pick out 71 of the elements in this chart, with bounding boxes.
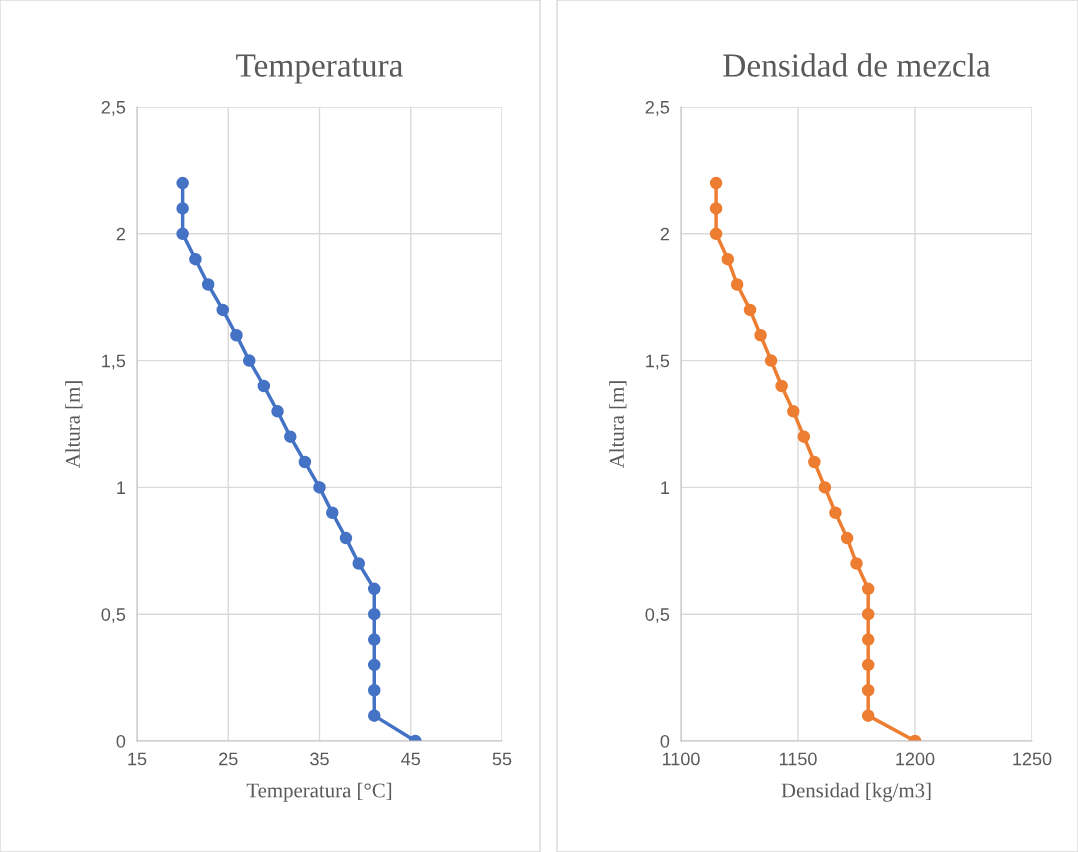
x-tick-label: 55 — [492, 752, 512, 766]
point — [352, 557, 365, 570]
point — [861, 658, 875, 672]
y-tick-label: 2,5 — [101, 100, 126, 116]
point — [367, 607, 381, 621]
point — [709, 202, 723, 215]
y-tick-label: 1,5 — [102, 354, 126, 370]
point — [861, 607, 875, 621]
point — [861, 684, 875, 697]
point — [861, 633, 875, 646]
y-axis-title: Altura [m] — [609, 381, 627, 469]
y-tick-label: 0,5 — [101, 608, 126, 624]
chart-title: Densidad de mezcla — [723, 53, 991, 77]
point — [367, 633, 381, 646]
y-tick-label: 0 — [660, 734, 670, 748]
point — [367, 684, 381, 697]
y-tick-label: 2 — [116, 227, 125, 241]
point — [230, 328, 243, 342]
point — [829, 506, 842, 520]
y-tick-label: 0,5 — [645, 608, 670, 624]
point — [284, 430, 297, 443]
point — [176, 227, 189, 241]
x-tick-label: 1150 — [779, 752, 817, 766]
point — [743, 303, 757, 317]
x-tick-label: 15 — [128, 752, 147, 766]
point — [730, 278, 744, 291]
y-tick-label: 0 — [116, 734, 126, 748]
x-axis-title: Densidad [kg/m3] — [781, 782, 931, 802]
point — [367, 582, 381, 596]
x-tick-label: 45 — [401, 752, 421, 766]
x-tick-label: 35 — [310, 752, 329, 766]
point — [298, 455, 312, 469]
point — [861, 582, 875, 596]
point — [201, 278, 215, 291]
point — [709, 176, 723, 190]
point — [850, 557, 863, 570]
y-tick-label: 1,5 — [646, 354, 670, 370]
point — [326, 506, 339, 520]
y-tick-label: 1 — [661, 481, 670, 494]
point — [818, 481, 832, 494]
point — [176, 202, 189, 215]
point — [797, 430, 811, 443]
point — [808, 455, 821, 469]
point — [189, 252, 202, 266]
x-tick-label: 1200 — [896, 752, 935, 766]
chart-title: Temperatura — [236, 54, 404, 84]
y-axis-title: Altura [m] — [65, 381, 83, 469]
point — [861, 709, 875, 722]
point — [242, 354, 256, 367]
point — [721, 252, 735, 266]
y-tick-label: 1 — [117, 481, 126, 494]
x-tick-label: 1250 — [1013, 752, 1052, 766]
point — [709, 227, 723, 241]
point — [775, 379, 788, 393]
point — [339, 531, 353, 545]
point — [367, 658, 381, 672]
point — [271, 405, 284, 418]
point — [313, 481, 326, 494]
point — [764, 354, 778, 367]
point — [257, 379, 271, 393]
point — [216, 303, 230, 317]
x-tick-label: 1100 — [662, 752, 700, 766]
point — [367, 709, 381, 722]
x-tick-label: 25 — [219, 752, 238, 766]
point — [787, 405, 800, 418]
point — [840, 531, 854, 545]
x-axis-title: Temperatura [°C] — [246, 782, 392, 802]
y-tick-label: 2 — [660, 227, 669, 241]
point — [754, 328, 767, 342]
point — [176, 176, 189, 190]
y-tick-label: 2,5 — [645, 100, 670, 116]
